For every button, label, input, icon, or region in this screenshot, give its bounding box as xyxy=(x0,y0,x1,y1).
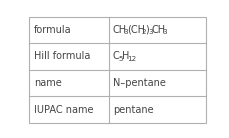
Text: pentane: pentane xyxy=(113,105,154,115)
Text: CH: CH xyxy=(151,25,166,35)
Text: N–pentane: N–pentane xyxy=(113,78,166,88)
Text: 2: 2 xyxy=(141,29,146,35)
Text: 3: 3 xyxy=(162,29,167,35)
Text: C: C xyxy=(113,51,120,61)
Text: Hill formula: Hill formula xyxy=(34,51,90,61)
Text: ): ) xyxy=(145,25,149,35)
Text: 3: 3 xyxy=(124,29,128,35)
Text: H: H xyxy=(122,51,129,61)
Text: CH: CH xyxy=(113,25,127,35)
Text: formula: formula xyxy=(34,25,72,35)
Text: 5: 5 xyxy=(118,56,123,62)
Text: IUPAC name: IUPAC name xyxy=(34,105,93,115)
Text: name: name xyxy=(34,78,62,88)
Text: 3: 3 xyxy=(148,29,153,35)
Text: 12: 12 xyxy=(128,56,137,62)
Text: (CH: (CH xyxy=(128,25,145,35)
